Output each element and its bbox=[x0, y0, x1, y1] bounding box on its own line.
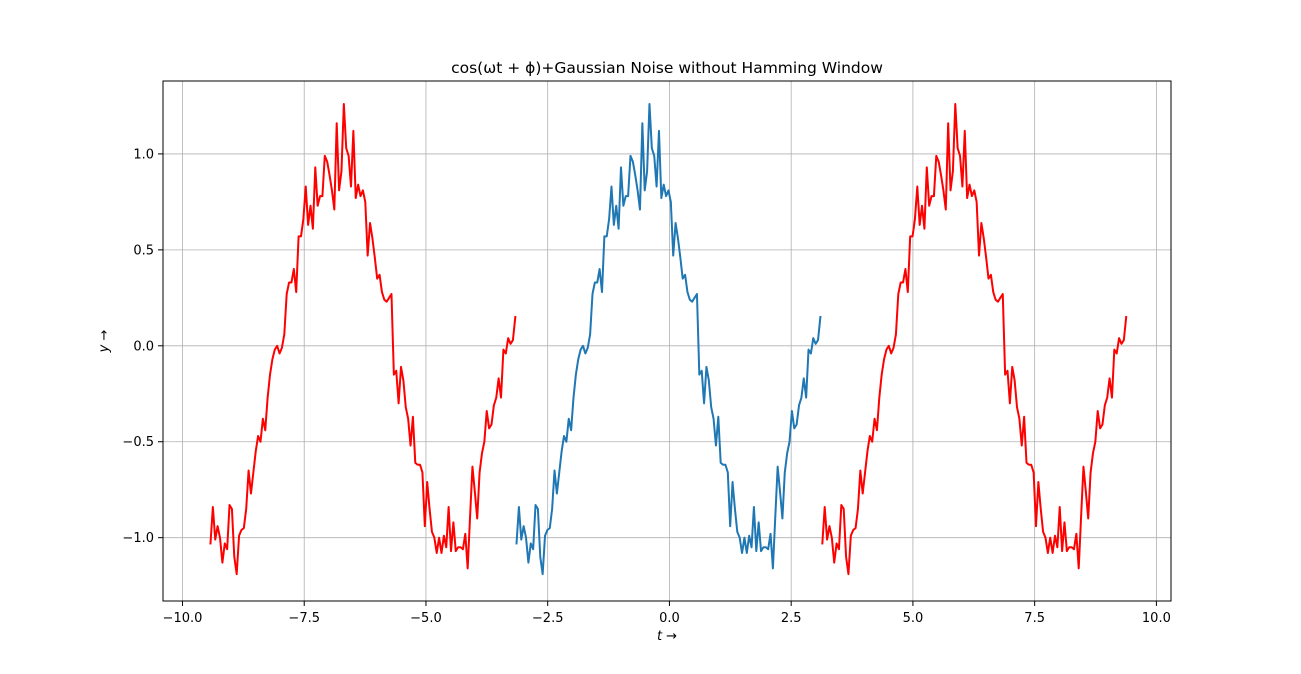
plot-frame bbox=[162, 80, 1172, 602]
x-tick-label: 5.0 bbox=[903, 611, 924, 626]
y-axis-label: y → bbox=[97, 330, 112, 354]
x-tick-label: −2.5 bbox=[532, 611, 564, 626]
x-tick-label: 7.5 bbox=[1024, 611, 1045, 626]
y-tick-label: 0.5 bbox=[133, 243, 154, 258]
x-axis: −10.0 −7.5 −5.0 −2.5 0.0 2.5 5.0 7.5 10.0 bbox=[163, 601, 1171, 626]
y-tick-label: −1.0 bbox=[122, 531, 154, 546]
x-tick-label: 0.0 bbox=[659, 611, 680, 626]
plot-area bbox=[163, 81, 1171, 601]
y-tick-label: −0.5 bbox=[122, 435, 154, 450]
x-tick-label: −7.5 bbox=[288, 611, 320, 626]
series-line-3 bbox=[821, 103, 1128, 576]
series-line-2 bbox=[515, 103, 822, 576]
x-tick-label: 10.0 bbox=[1142, 611, 1171, 626]
y-axis: −1.0 −0.5 0.0 0.5 1.0 bbox=[122, 147, 163, 546]
x-tick-label: −10.0 bbox=[163, 611, 203, 626]
y-tick-label: 1.0 bbox=[133, 147, 154, 162]
series-layer bbox=[209, 103, 1128, 576]
x-axis-label: t → bbox=[657, 629, 677, 644]
chart-title: cos(ωt + ϕ)+Gaussian Noise without Hammi… bbox=[451, 59, 883, 77]
x-tick-label: −5.0 bbox=[410, 611, 442, 626]
series-line-1 bbox=[209, 103, 517, 576]
grid bbox=[163, 81, 1171, 601]
y-tick-label: 0.0 bbox=[133, 339, 154, 354]
x-tick-label: 2.5 bbox=[781, 611, 802, 626]
